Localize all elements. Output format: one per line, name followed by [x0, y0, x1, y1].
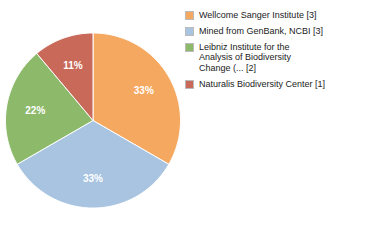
- html-text:Leibniz Institute for the Anal: Leibniz Institute for the Analysis of Bi…: [199, 41, 291, 74]
- html-text:Wellcome Sanger Institute [3]: Wellcome Sanger Institute [3]: [199, 10, 317, 20]
- svg-text:33%: 33%: [134, 85, 154, 96]
- svg-text:22%: 22%: [25, 105, 45, 116]
- svg-text:11%: 11%: [63, 60, 83, 71]
- svg-text:33%: 33%: [83, 173, 103, 184]
- html-text:Naturalis Biodiversity Center: Naturalis Biodiversity Center [1]: [199, 79, 326, 89]
- html-text:Mined from GenBank, NCBI [3]: Mined from GenBank, NCBI [3]: [199, 25, 324, 36]
